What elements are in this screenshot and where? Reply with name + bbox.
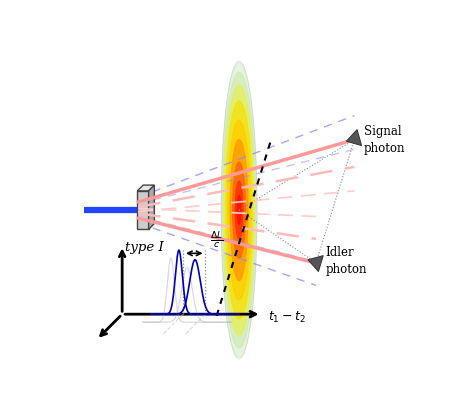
Ellipse shape: [222, 72, 256, 348]
Text: Idler
photon: Idler photon: [326, 246, 367, 276]
Text: $\frac{\Delta L}{c}$: $\frac{\Delta L}{c}$: [210, 229, 224, 250]
Ellipse shape: [226, 101, 252, 319]
Bar: [138, 191, 148, 229]
Polygon shape: [308, 255, 323, 272]
Text: $t_1-t_2$: $t_1-t_2$: [268, 310, 306, 325]
Ellipse shape: [233, 162, 246, 258]
Ellipse shape: [237, 196, 241, 225]
Ellipse shape: [222, 63, 257, 357]
Text: Signal
photon: Signal photon: [364, 125, 405, 155]
Ellipse shape: [224, 85, 254, 335]
Ellipse shape: [227, 120, 251, 300]
Text: type I: type I: [125, 240, 164, 253]
Ellipse shape: [230, 140, 248, 280]
Polygon shape: [138, 185, 154, 191]
Ellipse shape: [235, 181, 243, 239]
Polygon shape: [346, 129, 361, 146]
Polygon shape: [148, 185, 154, 229]
